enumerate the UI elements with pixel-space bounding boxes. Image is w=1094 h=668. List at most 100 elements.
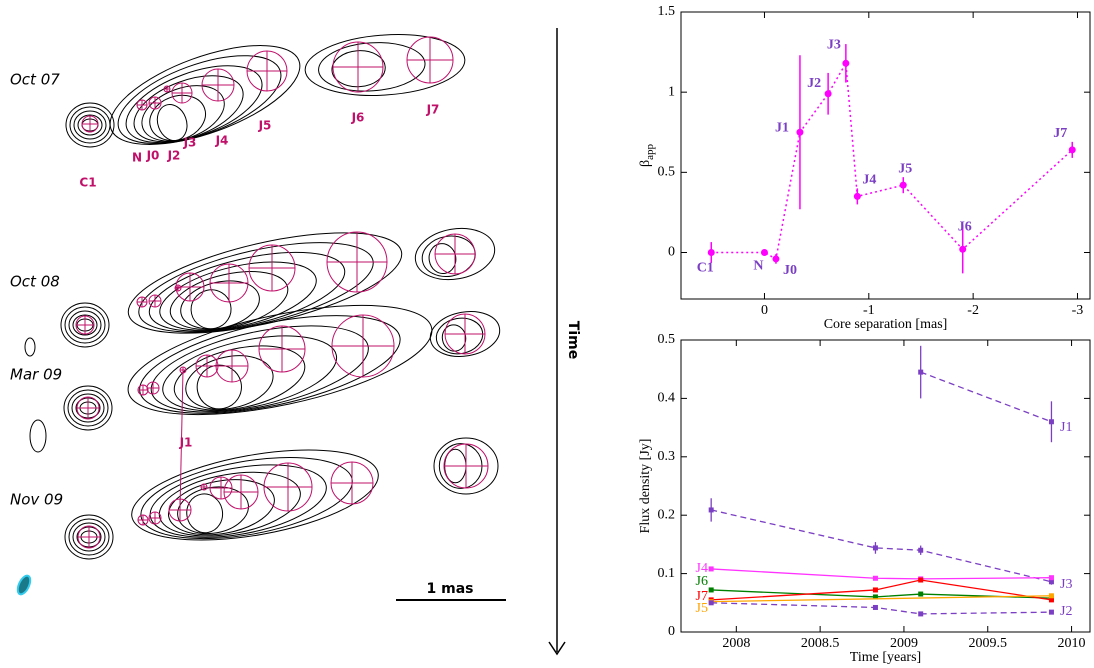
x-tick-label: 0: [761, 303, 768, 318]
series-line: [711, 603, 1051, 614]
component-label: J0: [146, 149, 160, 163]
beam: [15, 574, 33, 596]
point-label: J2: [807, 76, 821, 91]
figure: Oct 07Oct 08Mar 09Nov 09C1NJ0J2J3J4J5J6J…: [0, 0, 1094, 668]
y-tick-label: 0.2: [658, 507, 676, 522]
point-label: J4: [862, 173, 876, 188]
series-line: [921, 372, 1052, 422]
component-label: J4: [215, 134, 229, 148]
epoch-label: Mar 09: [10, 366, 62, 384]
component-label: N: [132, 151, 142, 165]
component-label: J5: [258, 119, 272, 133]
point: [796, 129, 803, 136]
point: [959, 246, 966, 253]
y-tick-label: 0.4: [658, 391, 676, 406]
y-tick-label: 0.3: [658, 449, 676, 464]
y-tick-label: 1.5: [658, 4, 676, 19]
component-label: J7: [426, 103, 440, 117]
point-label: C1: [697, 261, 714, 276]
y-axis-label: Flux density [Jy]: [638, 439, 653, 534]
point-label: J7: [1053, 126, 1067, 141]
series-label: J2: [1060, 604, 1072, 619]
point: [709, 587, 714, 592]
x-tick-label: 2008.5: [801, 636, 840, 651]
x-tick-label: 2009.5: [969, 636, 1008, 651]
series-line: [711, 510, 1051, 582]
contour: [30, 420, 46, 452]
point: [873, 587, 878, 592]
epoch-label: Oct 07: [10, 71, 60, 89]
scale-label: 1 mas: [427, 581, 474, 597]
point: [918, 548, 923, 553]
y-axis-label: βapp: [638, 144, 655, 168]
point: [918, 611, 923, 616]
contour: [131, 297, 408, 433]
y-tick-label: 0: [668, 624, 675, 639]
plot-frame: [681, 12, 1090, 299]
contour: [193, 361, 245, 413]
contour: [25, 338, 35, 356]
point-label: N: [753, 259, 763, 274]
point: [900, 182, 907, 189]
contour: [145, 453, 332, 549]
x-tick-label: -1: [863, 303, 875, 318]
x-tick-label: 2010: [1058, 636, 1086, 651]
point: [1049, 575, 1054, 580]
point: [709, 600, 714, 605]
point: [1049, 610, 1054, 615]
component-label: J2: [167, 149, 181, 163]
dotted-line: [711, 63, 1072, 259]
point-label: J6: [958, 220, 972, 235]
y-tick-label: 0.1: [658, 566, 676, 581]
point: [842, 60, 849, 67]
x-axis-label: Time [years]: [850, 650, 921, 665]
point: [873, 545, 878, 550]
point: [709, 507, 714, 512]
epoch-label: Oct 08: [10, 273, 60, 291]
point: [873, 605, 878, 610]
point-label: J0: [783, 263, 797, 278]
point: [825, 90, 832, 97]
point: [1049, 593, 1054, 598]
y-tick-label: 1: [668, 84, 675, 99]
series-label: J1: [1060, 420, 1072, 435]
series-label: J6: [696, 574, 708, 589]
contour: [433, 315, 485, 358]
point: [873, 576, 878, 581]
component-label: J3: [183, 136, 197, 150]
y-tick-label: 0.5: [658, 165, 676, 180]
series-label: J3: [1060, 577, 1072, 592]
x-tick-label: 2008: [722, 636, 750, 651]
contour: [187, 286, 235, 333]
point: [1049, 419, 1054, 424]
contour: [119, 284, 441, 436]
component-label: J6: [351, 111, 365, 125]
contour: [427, 241, 458, 275]
point: [918, 592, 923, 597]
component-label: J1: [179, 436, 193, 450]
series-label: J5: [696, 601, 708, 616]
component-label: C1: [79, 176, 96, 190]
x-tick-label: -2: [967, 303, 979, 318]
point: [772, 255, 779, 262]
point: [761, 249, 768, 256]
y-tick-label: 0.5: [658, 332, 676, 347]
time-label: Time: [565, 321, 581, 359]
x-tick-label: 2009: [890, 636, 918, 651]
point: [918, 578, 923, 583]
point: [1069, 146, 1076, 153]
epoch-label: Nov 09: [10, 491, 63, 509]
point-label: J3: [827, 38, 841, 53]
point-label: J5: [898, 161, 912, 176]
point: [709, 566, 714, 571]
x-tick-label: -3: [1072, 303, 1084, 318]
point: [918, 370, 923, 375]
series-line: [711, 569, 1051, 579]
point: [708, 249, 715, 256]
point-label: J1: [775, 120, 789, 135]
point: [854, 193, 861, 200]
contour: [440, 323, 468, 353]
x-axis-label: Core separation [mas]: [824, 317, 948, 332]
y-tick-label: 0: [668, 245, 675, 260]
